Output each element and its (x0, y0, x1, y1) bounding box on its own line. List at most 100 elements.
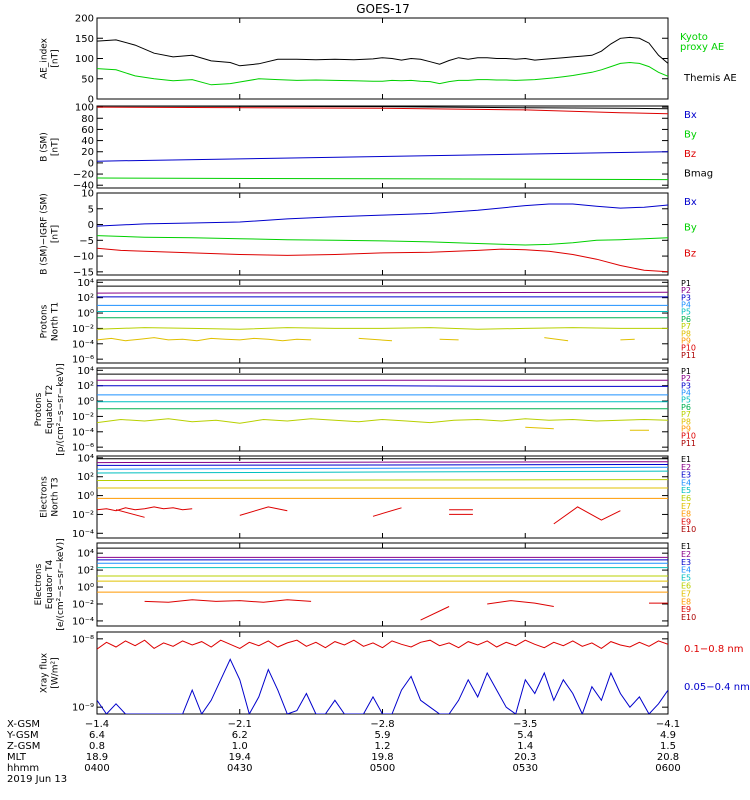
y-tick-label: 10² (77, 381, 94, 392)
y-tick-label: −10 (73, 252, 94, 263)
y-tick-label: 10⁰ (77, 397, 94, 408)
y-tick-label: −40 (73, 181, 94, 192)
legend-entry: E8 (681, 597, 691, 606)
series-line-p8e (620, 338, 635, 341)
series-line-e9c (487, 600, 554, 607)
footer-value: 5.4 (517, 730, 533, 741)
y-tick-label: 10⁰ (77, 583, 94, 594)
y-tick-label: 10⁴ (77, 549, 94, 560)
panel-bdiff: −15 −10 −5 0 5 10 B (SM)−IGRF (SM) [nT] Bx By Bz (40, 189, 697, 279)
series-line-bmag (97, 106, 668, 110)
legend-entry: E9 (681, 605, 691, 614)
series-line-p2 (97, 291, 668, 294)
series-line-e9d (372, 507, 402, 517)
legend-entry: P1 (681, 367, 691, 376)
series-group (97, 639, 668, 714)
series-group (97, 373, 668, 431)
y-tick-label: 100 (75, 54, 94, 65)
footer-ephemeris: X-GSM −1.4 −2.1 −2.8 −3.5 −4.1 Y-GSM 6.4 6.2 5.9 5… (6, 719, 681, 785)
legend-entry: E6 (681, 494, 691, 503)
y-tick-label: 10² (77, 566, 94, 577)
y-tick-label: 10² (77, 472, 94, 483)
series-line-p8 (525, 426, 554, 430)
y-tick-label: 10⁻⁹ (72, 703, 94, 714)
series-line-p8c (439, 338, 459, 341)
legend-entry: Bz (684, 149, 696, 160)
series-group (97, 547, 668, 621)
y-axis-label: [nT] (51, 138, 61, 156)
legend-entry: E5 (681, 486, 691, 495)
footer-row-label: MLT (7, 752, 27, 763)
y-tick-label: 80 (81, 114, 94, 125)
y-tick-label: 20 (81, 147, 94, 158)
y-tick-label: −20 (73, 170, 94, 181)
series-line-e5 (97, 470, 668, 474)
series-group (97, 203, 668, 273)
legend-entry: E6 (681, 582, 691, 591)
panel-xray: 10⁻⁹ 10⁻⁸ Xray flux [W/m²] 0.1−0.8 nm 0.05−0.… (40, 631, 750, 715)
footer-value: 1.4 (517, 741, 533, 752)
y-axis-label: AE_index (40, 37, 50, 79)
legend: Bx By Bz (684, 197, 697, 259)
legend: 0.1−0.8 nm 0.05−0.4 nm (684, 644, 750, 693)
legend-entry: E1 (681, 455, 691, 464)
footer-value: 1.5 (660, 741, 676, 752)
footer-row-label: X-GSM (7, 719, 40, 730)
y-axis-label: Electrons (34, 563, 44, 605)
y-axis-label: B (SM)−IGRF (SM) (40, 193, 50, 275)
series-group (97, 106, 668, 181)
y-tick-label: 10⁴ (77, 278, 94, 289)
legend-entry: E2 (681, 550, 691, 559)
y-tick-label: −5 (79, 236, 94, 247)
legend-entry: P10 (681, 344, 696, 353)
series-line-e9g (553, 506, 621, 525)
footer-value: 1.2 (375, 741, 391, 752)
legend-entry: Bx (684, 110, 697, 121)
legend-entry: P7 (681, 410, 691, 419)
footer-value: 0530 (513, 763, 538, 774)
legend-entry: P5 (681, 308, 691, 317)
series-line-themis-ae (97, 61, 668, 86)
legend-entry: P2 (681, 286, 691, 295)
legend-entry: Bmag (684, 169, 713, 180)
panel-electrons-t3: 10⁻⁴ 10⁻² 10⁰ 10² 10⁴ Electrons North T3 E1E2E3… (40, 453, 697, 539)
footer-value: 5.9 (375, 730, 391, 741)
footer-row-label: Z-GSM (7, 741, 40, 752)
series-line-e9b (115, 509, 145, 518)
legend-entry: P8 (681, 417, 691, 426)
legend-entry: P7 (681, 322, 691, 331)
series-group (97, 285, 668, 342)
legend-entry: P1 (681, 279, 691, 288)
legend-entry: P4 (681, 301, 691, 310)
y-tick-label: 5 (88, 204, 94, 215)
legend-entry: E3 (681, 558, 691, 567)
legend-entry: P4 (681, 389, 691, 398)
footer-value: 6.2 (232, 730, 248, 741)
footer-row-label: Y-GSM (6, 730, 39, 741)
y-tick-label: −15 (73, 267, 94, 278)
legend-entry: E4 (681, 566, 691, 575)
y-tick-label: 0 (88, 158, 94, 169)
series-line-e2 (97, 461, 668, 464)
legend-entry: P3 (681, 293, 691, 302)
y-tick-label: 0 (88, 220, 94, 231)
footer-value: 1.0 (232, 741, 248, 752)
legend-entry: P10 (681, 432, 696, 441)
y-tick-label: 100 (75, 103, 94, 114)
y-axis-label: Xray flux (40, 652, 50, 693)
y-axis-label: North T1 (51, 302, 61, 341)
y-tick-label: 10⁻⁴ (72, 529, 94, 540)
panel-electrons-t4: 10⁻⁴ 10⁻² 10⁰ 10² 10⁴ Electrons Equator T4 [e/(… (34, 538, 696, 630)
y-tick-label: 10⁻⁸ (72, 634, 94, 645)
footer-value: 20.8 (657, 752, 679, 763)
panel-frame (96, 17, 669, 100)
y-axis-label: Protons (34, 392, 44, 426)
legend-entry: E10 (681, 613, 696, 622)
footer-value: −1.4 (85, 719, 109, 730)
series-line-kyoto-proxy-ae (97, 36, 668, 67)
